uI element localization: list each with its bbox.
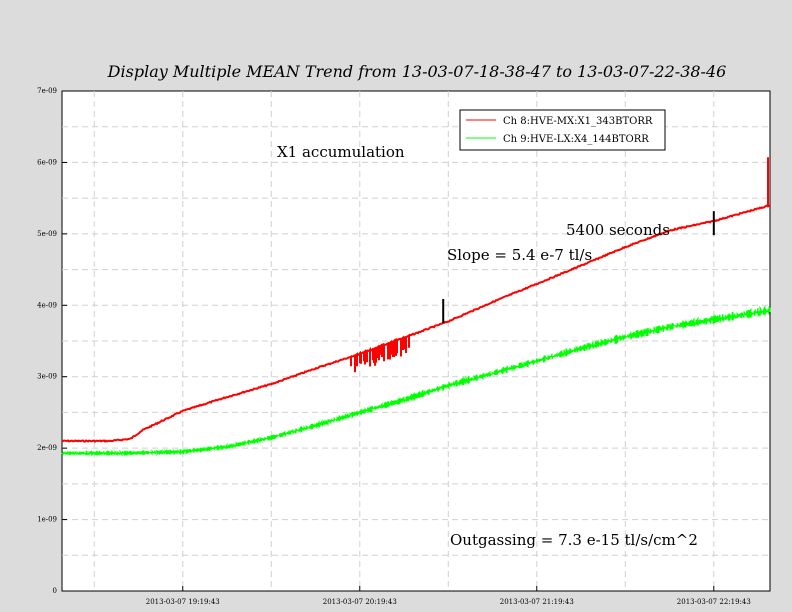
y-tick-label: 3e-09 <box>37 373 57 381</box>
series-layer <box>61 157 771 457</box>
annotation-seconds: 5400 seconds <box>566 221 670 239</box>
legend-label-ch8: Ch 8:HVE-MX:X1_343BTORR <box>503 116 653 127</box>
series-line-ch9 <box>61 305 771 457</box>
annotation-slope: Slope = 5.4 e-7 tl/s <box>447 246 592 264</box>
y-tick-label: 0 <box>53 587 57 595</box>
y-tick-label: 4e-09 <box>37 301 57 309</box>
annotation-outgassing: Outgassing = 7.3 e-15 tl/s/cm^2 <box>450 531 698 549</box>
annotation-accumulation: X1 accumulation <box>277 143 405 161</box>
y-tick-label: 6e-09 <box>37 158 57 166</box>
markers <box>442 211 715 323</box>
x-tick-label: 2013-03-07 22:19:43 <box>677 598 751 606</box>
y-tick-label: 1e-09 <box>37 516 57 524</box>
y-tick-label: 2e-09 <box>37 444 57 452</box>
legend-box <box>459 109 666 151</box>
ticks: 0 1e-09 2e-09 3e-09 4e-09 5e-09 6e-09 7e-09 2013… <box>37 87 751 606</box>
series-line-ch8 <box>61 157 771 443</box>
plot-area: 0 1e-09 2e-09 3e-09 4e-09 5e-09 6e-09 7e-09 2013… <box>37 87 771 606</box>
x-tick-label: 2013-03-07 20:19:43 <box>323 598 397 606</box>
chart-title: Display Multiple MEAN Trend from 13-03-0… <box>107 62 727 81</box>
x-tick-label: 2013-03-07 19:19:43 <box>146 598 220 606</box>
legend-label-ch9: Ch 9:HVE-LX:X4_144BTORR <box>503 134 649 145</box>
legend: Ch 8:HVE-MX:X1_343BTORR Ch 9:HVE-LX:X4_1… <box>459 109 666 151</box>
y-tick-label: 7e-09 <box>37 87 57 95</box>
x-tick-label: 2013-03-07 21:19:43 <box>500 598 574 606</box>
y-tick-label: 5e-09 <box>37 230 57 238</box>
